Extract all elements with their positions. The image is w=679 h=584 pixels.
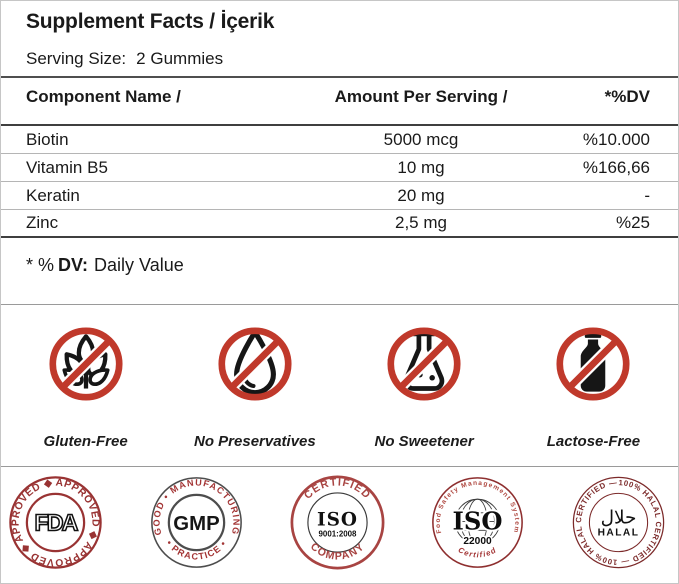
stamp-sub-text: 9001:2008: [318, 530, 357, 539]
iso-22000-stamp: Food Safety Management System Certified …: [432, 477, 524, 568]
stamp-center-text: FDA: [35, 509, 79, 535]
header-dv: *%DV: [604, 87, 650, 106]
dv-footnote: * % DV: Daily Value: [1, 238, 678, 305]
footnote-prefix: * %: [26, 255, 55, 275]
component-name: Vitamin B5: [26, 157, 108, 177]
free-from-section: Gluten-Free No Preservatives: [1, 305, 678, 467]
table-row: Zinc 2,5 mg %25: [1, 210, 678, 238]
amount-value: 5000 mcg: [383, 129, 459, 149]
stamp-bottom-text: Certified: [457, 545, 497, 559]
component-name: Keratin: [26, 185, 80, 205]
gmp-stamp: GOOD • MANUFACTURING • PRACTICE • GMP: [150, 477, 242, 568]
stamp-sub-text: 22000: [464, 536, 493, 547]
milk-bottle-icon: [556, 327, 630, 401]
halal-stamp: 100% HALAL CERTIFIED — 100% HALAL CERTIF…: [572, 476, 665, 569]
svg-text:Certified: Certified: [457, 545, 499, 559]
component-name: Biotin: [26, 129, 69, 149]
serving-size: Serving Size: 2 Gummies: [26, 49, 653, 69]
stamp-top-text: CERTIFIED: [301, 476, 371, 501]
badge-label: Gluten-Free: [43, 433, 128, 450]
amount-value: 2,5 mg: [395, 213, 447, 232]
table-row: Biotin 5000 mcg %10.000: [1, 126, 678, 154]
component-name: Zinc: [26, 213, 59, 232]
stamp-center-text: GMP: [173, 513, 219, 535]
badge-lactose-free: Lactose-Free: [509, 305, 678, 466]
stamp-center-text: ISO: [453, 506, 503, 535]
flask-icon: [387, 327, 461, 401]
header-amount: Amount Per Serving /: [334, 87, 508, 106]
footnote-dv: DV:: [58, 255, 89, 275]
droplet-icon: [218, 327, 292, 401]
amount-value: 10 mg: [397, 157, 445, 177]
badge-label: No Sweetener: [374, 433, 474, 450]
stamp-center-text: ISO: [317, 509, 358, 530]
badge-label: No Preservatives: [194, 433, 316, 450]
dv-value: %166,66: [582, 157, 650, 177]
badge-label: Lactose-Free: [546, 433, 641, 450]
amount-value: 20 mg: [397, 185, 445, 205]
table-header-row: Component Name / Amount Per Serving / *%…: [1, 78, 678, 126]
dv-value: -: [644, 185, 650, 205]
svg-text:COMPANY: COMPANY: [307, 541, 366, 563]
badge-no-sweetener: No Sweetener: [340, 305, 509, 466]
table-row: Vitamin B5 10 mg %166,66: [1, 154, 678, 182]
certifications-section: APPROVED ◆ APPROVED ◆ APPROVED ◆ FDA GOO…: [1, 467, 678, 579]
wheat-icon: [49, 327, 123, 401]
stamp-sub-text: HALAL: [598, 528, 640, 539]
title-section: Supplement Facts / İçerik Serving Size: 2…: [1, 1, 678, 78]
header-component: Component Name /: [26, 87, 181, 106]
footnote-text: Daily Value: [94, 255, 184, 275]
svg-text:CERTIFIED: CERTIFIED: [301, 476, 372, 501]
fda-approved-stamp: APPROVED ◆ APPROVED ◆ APPROVED ◆ FDA: [9, 476, 102, 569]
serving-size-label: Serving Size:: [26, 49, 127, 68]
dv-value: %10.000: [582, 129, 650, 149]
stamp-bottom-text: COMPANY: [307, 541, 365, 563]
iso-9001-stamp: CERTIFIED COMPANY ISO 9001:2008: [290, 475, 384, 570]
badge-gluten-free: Gluten-Free: [1, 305, 170, 466]
badge-no-preservatives: No Preservatives: [170, 305, 339, 466]
table-row: Keratin 20 mg -: [1, 182, 678, 210]
stamp-center-text: حلال: [601, 506, 637, 527]
page-title: Supplement Facts / İçerik: [26, 10, 275, 33]
dv-value: %25: [615, 213, 650, 232]
serving-size-value: 2 Gummies: [136, 49, 224, 68]
